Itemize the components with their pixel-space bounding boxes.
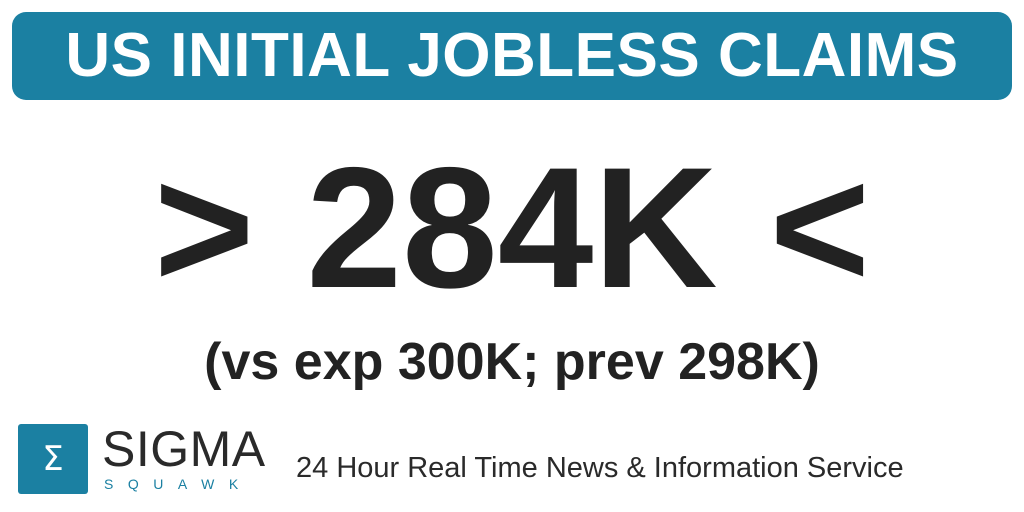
sigma-glyph: Σ bbox=[42, 439, 64, 479]
comparison-text: (vs exp 300K; prev 298K) bbox=[204, 333, 820, 391]
headline-banner: US INITIAL JOBLESS CLAIMS bbox=[12, 12, 1012, 100]
brand-tagline: 24 Hour Real Time News & Information Ser… bbox=[296, 452, 904, 484]
right-marker: < bbox=[769, 132, 871, 324]
claims-figure: >284K < bbox=[0, 142, 1024, 314]
sigma-logo-icon: Σ bbox=[18, 424, 88, 494]
brand-subtitle: SQUAWK bbox=[104, 476, 253, 492]
brand-name: SIGMA bbox=[102, 421, 266, 477]
headline-title: US INITIAL JOBLESS CLAIMS bbox=[65, 21, 959, 90]
left-marker: > bbox=[153, 132, 255, 324]
claims-value: 284K bbox=[306, 132, 718, 324]
